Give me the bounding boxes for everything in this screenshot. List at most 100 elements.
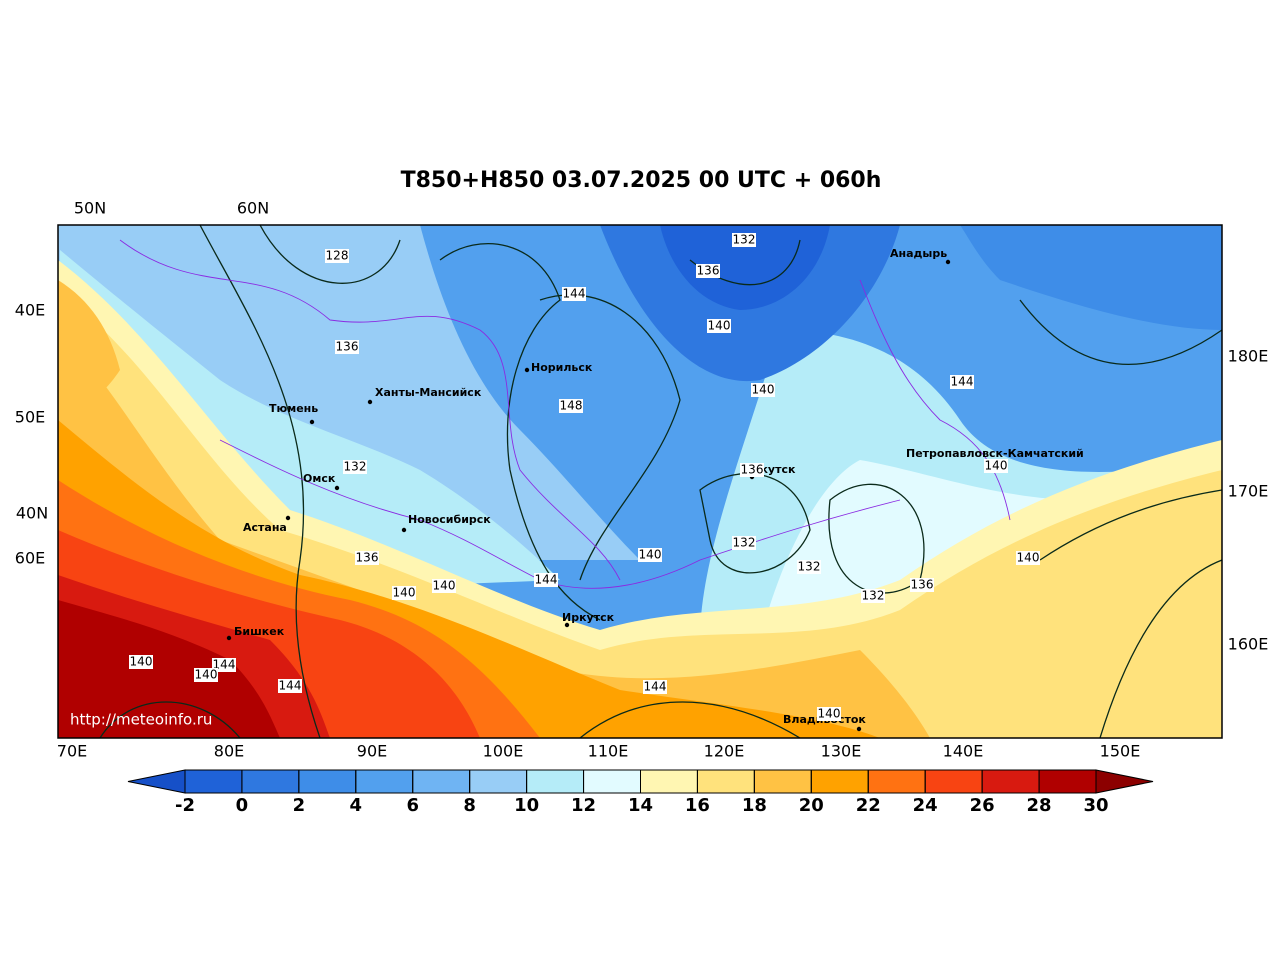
colorbar-label: 22	[856, 795, 881, 816]
contour-label-box	[325, 249, 349, 263]
colorbar-label: 14	[628, 795, 653, 816]
colorbar-label: 2	[293, 795, 306, 816]
axis-label: 100E	[483, 742, 524, 761]
contour-label: 140	[393, 586, 416, 600]
colorbar-segment	[412, 769, 471, 794]
contour-label-box	[817, 707, 841, 721]
colorbar-label: 6	[406, 795, 419, 816]
colorbar-label: 0	[236, 795, 249, 816]
contour-label-box	[696, 264, 720, 278]
contour-label: 144	[951, 375, 974, 389]
contour-label: 144	[213, 658, 236, 672]
colorbar-segment	[184, 769, 243, 794]
contour-label-box	[1016, 551, 1040, 565]
contour-label-box	[392, 586, 416, 600]
contour-label-box	[278, 679, 302, 693]
contour-label: 140	[818, 707, 841, 721]
colorbar-label: 16	[685, 795, 710, 816]
axis-label: 90E	[357, 742, 387, 761]
contour-label-box	[335, 340, 359, 354]
axis-label: 70E	[57, 742, 87, 761]
colorbar-label: -2	[175, 795, 195, 816]
contour-label-box	[355, 551, 379, 565]
city-dot	[367, 399, 373, 405]
contour-label: 140	[639, 548, 662, 562]
city-label: Бишкек	[234, 625, 285, 638]
colorbar-segment	[696, 769, 755, 794]
axis-label: 50E	[15, 408, 45, 427]
colorbar-segment	[640, 769, 698, 794]
axis-label: 150E	[1100, 742, 1141, 761]
contour-label-box	[129, 655, 153, 669]
contour-label: 132	[344, 460, 367, 474]
contour-label-box	[910, 578, 934, 592]
colorbar-label: 8	[463, 795, 476, 816]
contour-label: 144	[535, 573, 558, 587]
temperature-field	[58, 225, 1222, 738]
colorbar-label: 30	[1083, 795, 1108, 816]
contour-label: 144	[279, 679, 302, 693]
contour-label: 140	[985, 459, 1008, 473]
city-dot	[524, 367, 530, 373]
city-label: Омск	[303, 472, 336, 485]
contour-label: 140	[195, 668, 218, 682]
contour-label: 132	[733, 233, 756, 247]
colorbar-label: 28	[1027, 795, 1052, 816]
colorbar-segment	[355, 769, 414, 794]
contour-label-box	[707, 319, 731, 333]
colorbar-over	[1095, 769, 1154, 794]
contour-label-box	[194, 668, 218, 682]
colorbar-segment	[924, 769, 983, 794]
contour-label: 144	[563, 287, 586, 301]
city-label: Новосибирск	[408, 513, 491, 526]
axis-label: 80E	[214, 742, 244, 761]
colorbar-segment	[753, 769, 812, 794]
city-label: Иркутск	[562, 611, 615, 624]
contour-label: 132	[733, 536, 756, 550]
axis-label: 60N	[237, 199, 269, 218]
colorbar-segment	[810, 769, 869, 794]
contour-label-box	[984, 459, 1008, 473]
colorbar-segment	[241, 769, 300, 794]
city-label: Тюмень	[269, 402, 318, 415]
colorbar-label: 4	[350, 795, 363, 816]
contour-label-box	[797, 560, 821, 574]
axis-label: 130E	[821, 742, 862, 761]
contour-label: 132	[862, 589, 885, 603]
city-dot	[226, 635, 232, 641]
contour-label: 136	[741, 463, 764, 477]
city-dot	[945, 259, 951, 265]
contour-label-box	[861, 589, 885, 603]
colorbar-under	[127, 769, 186, 794]
colorbar-segment	[298, 769, 357, 794]
contour-label: 140	[1017, 551, 1040, 565]
axis-label: 140E	[943, 742, 984, 761]
axis-label: 40N	[16, 504, 48, 523]
contour-label-box	[643, 680, 667, 694]
city-label: Норильск	[531, 361, 593, 374]
axis-label: 120E	[704, 742, 745, 761]
colorbar-segment	[981, 769, 1040, 794]
contour-label-box	[562, 287, 586, 301]
axis-label: 170E	[1228, 482, 1269, 501]
contour-label: 148	[560, 399, 583, 413]
contour-label: 140	[752, 383, 775, 397]
contour-label: 144	[644, 680, 667, 694]
contour-label-box	[534, 573, 558, 587]
map-title: T850+H850 03.07.2025 00 UTC + 060h	[401, 168, 882, 193]
city-label: Анадырь	[890, 247, 947, 260]
contour-label-box	[950, 375, 974, 389]
contour-label: 136	[911, 578, 934, 592]
contour-label-box	[432, 579, 456, 593]
contour-label-box	[732, 536, 756, 550]
contour-label: 128	[326, 249, 349, 263]
contour-label: 140	[708, 319, 731, 333]
contour-label-box	[740, 463, 764, 477]
axis-label: 110E	[588, 742, 629, 761]
contour-label: 136	[336, 340, 359, 354]
city-dot	[401, 527, 407, 533]
city-label: Петропавловск-Камчатский	[906, 447, 1084, 460]
colorbar-segment	[469, 769, 528, 794]
